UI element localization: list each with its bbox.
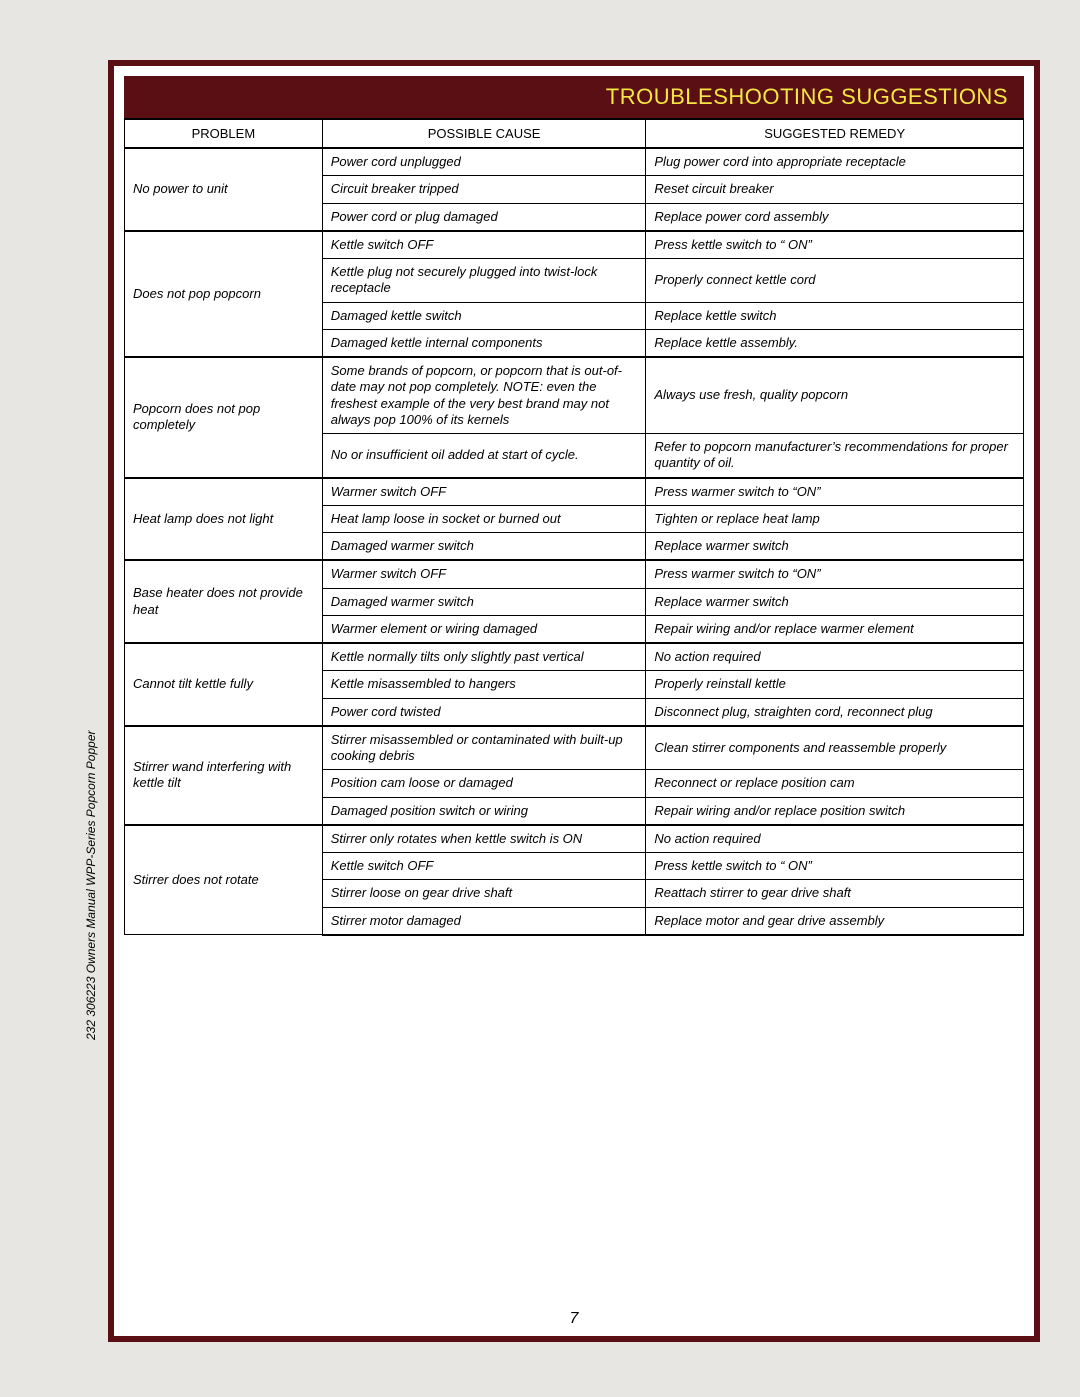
cell-cause: Kettle plug not securely plugged into tw…	[322, 259, 646, 303]
cell-remedy: Replace kettle assembly.	[646, 329, 1024, 357]
table-row: Heat lamp does not lightWarmer switch OF…	[125, 478, 1024, 506]
cell-problem: Stirrer wand interfering with kettle til…	[125, 726, 323, 825]
cell-remedy: Refer to popcorn manufacturer’s recommen…	[646, 434, 1024, 478]
cell-remedy: Clean stirrer components and reassemble …	[646, 726, 1024, 770]
cell-cause: Kettle misassembled to hangers	[322, 671, 646, 698]
cell-cause: No or insufficient oil added at start of…	[322, 434, 646, 478]
page-number: 7	[114, 1310, 1034, 1328]
cell-problem: Cannot tilt kettle fully	[125, 643, 323, 726]
table-row: Stirrer does not rotateStirrer only rota…	[125, 825, 1024, 853]
col-header-problem: PROBLEM	[125, 119, 323, 148]
cell-cause: Kettle normally tilts only slightly past…	[322, 643, 646, 671]
table-row: No power to unitPower cord unpluggedPlug…	[125, 148, 1024, 176]
cell-remedy: Plug power cord into appropriate recepta…	[646, 148, 1024, 176]
side-text: 232 306223 Owners Manual WPP-Series Popc…	[84, 730, 98, 1040]
cell-problem: Popcorn does not pop completely	[125, 357, 323, 478]
cell-remedy: Reattach stirrer to gear drive shaft	[646, 880, 1024, 907]
cell-remedy: Replace motor and gear drive assembly	[646, 907, 1024, 935]
cell-cause: Heat lamp loose in socket or burned out	[322, 505, 646, 532]
cell-cause: Stirrer motor damaged	[322, 907, 646, 935]
cell-cause: Damaged kettle switch	[322, 302, 646, 329]
cell-cause: Circuit breaker tripped	[322, 176, 646, 203]
cell-cause: Stirrer only rotates when kettle switch …	[322, 825, 646, 853]
cell-cause: Damaged kettle internal components	[322, 329, 646, 357]
table-row: Popcorn does not pop completelySome bran…	[125, 357, 1024, 434]
cell-remedy: Press kettle switch to “ ON”	[646, 231, 1024, 259]
cell-remedy: Always use fresh, quality popcorn	[646, 357, 1024, 434]
cell-problem: Stirrer does not rotate	[125, 825, 323, 935]
cell-problem: No power to unit	[125, 148, 323, 231]
cell-cause: Power cord or plug damaged	[322, 203, 646, 231]
cell-problem: Heat lamp does not light	[125, 478, 323, 561]
table-header-row: PROBLEM POSSIBLE CAUSE SUGGESTED REMEDY	[125, 119, 1024, 148]
cell-remedy: Replace power cord assembly	[646, 203, 1024, 231]
table-row: Stirrer wand interfering with kettle til…	[125, 726, 1024, 770]
cell-cause: Damaged warmer switch	[322, 533, 646, 561]
table-row: Does not pop popcornKettle switch OFFPre…	[125, 231, 1024, 259]
cell-remedy: Reset circuit breaker	[646, 176, 1024, 203]
cell-remedy: Repair wiring and/or replace warmer elem…	[646, 615, 1024, 643]
cell-remedy: No action required	[646, 825, 1024, 853]
cell-remedy: Press kettle switch to “ ON”	[646, 853, 1024, 880]
cell-cause: Warmer switch OFF	[322, 560, 646, 588]
col-header-cause: POSSIBLE CAUSE	[322, 119, 646, 148]
cell-cause: Damaged warmer switch	[322, 588, 646, 615]
cell-remedy: Disconnect plug, straighten cord, reconn…	[646, 698, 1024, 726]
cell-remedy: Press warmer switch to “ON”	[646, 478, 1024, 506]
cell-remedy: Replace warmer switch	[646, 588, 1024, 615]
cell-remedy: Repair wiring and/or replace position sw…	[646, 797, 1024, 825]
cell-cause: Damaged position switch or wiring	[322, 797, 646, 825]
cell-remedy: Replace kettle switch	[646, 302, 1024, 329]
cell-problem: Base heater does not provide heat	[125, 560, 323, 643]
cell-problem: Does not pop popcorn	[125, 231, 323, 357]
troubleshoot-table: PROBLEM POSSIBLE CAUSE SUGGESTED REMEDY …	[124, 118, 1024, 936]
cell-cause: Power cord unplugged	[322, 148, 646, 176]
cell-remedy: Properly reinstall kettle	[646, 671, 1024, 698]
cell-remedy: Properly connect kettle cord	[646, 259, 1024, 303]
cell-cause: Warmer element or wiring damaged	[322, 615, 646, 643]
cell-cause: Kettle switch OFF	[322, 231, 646, 259]
document-page: TROUBLESHOOTING SUGGESTIONS PROBLEM POSS…	[108, 60, 1040, 1342]
cell-cause: Stirrer misassembled or contaminated wit…	[322, 726, 646, 770]
cell-remedy: Tighten or replace heat lamp	[646, 505, 1024, 532]
cell-cause: Kettle switch OFF	[322, 853, 646, 880]
cell-remedy: Press warmer switch to “ON”	[646, 560, 1024, 588]
cell-remedy: Reconnect or replace position cam	[646, 770, 1024, 797]
cell-cause: Position cam loose or damaged	[322, 770, 646, 797]
cell-cause: Power cord twisted	[322, 698, 646, 726]
cell-cause: Some brands of popcorn, or popcorn that …	[322, 357, 646, 434]
table-row: Cannot tilt kettle fullyKettle normally …	[125, 643, 1024, 671]
page-title: TROUBLESHOOTING SUGGESTIONS	[124, 76, 1024, 118]
table-body: No power to unitPower cord unpluggedPlug…	[125, 148, 1024, 935]
cell-remedy: No action required	[646, 643, 1024, 671]
table-row: Base heater does not provide heatWarmer …	[125, 560, 1024, 588]
col-header-remedy: SUGGESTED REMEDY	[646, 119, 1024, 148]
cell-cause: Warmer switch OFF	[322, 478, 646, 506]
cell-remedy: Replace warmer switch	[646, 533, 1024, 561]
cell-cause: Stirrer loose on gear drive shaft	[322, 880, 646, 907]
